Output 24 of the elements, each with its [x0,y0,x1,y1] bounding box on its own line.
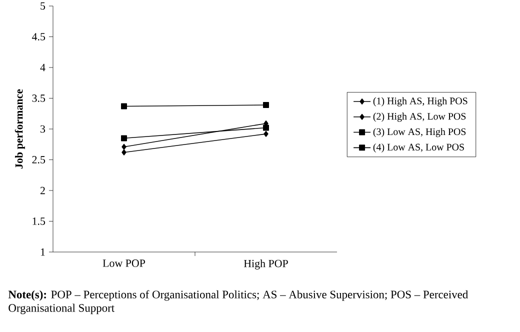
y-tick-label: 2.5 [32,156,46,164]
point [122,144,126,150]
y-tick-label: 1.5 [32,218,46,225]
y-tick-label: 4.5 [32,33,46,40]
y-axis-title: Job performance [14,89,25,169]
point [121,135,127,142]
x-tick-label: High POP [244,260,288,270]
y-tick-label: 1 [40,248,45,256]
y-tick-label: 5 [40,2,46,10]
legend-label: (4) Low AS, Low POS [373,143,464,153]
y-tick-label: 3.5 [32,94,46,102]
legend-label: (2) High AS, Low POS [373,112,466,122]
point [122,149,126,156]
y-tick-label: 4 [40,64,46,72]
point [263,102,269,108]
point [264,130,268,137]
y-tick-label: 3 [40,125,46,133]
point [263,124,269,131]
text: Note(s): POP – Perceptions of Organisational Politics; AS – Abusive Supervision; POS – Perceived Organisational Support [8,290,468,314]
x-tick-label: Low POP [102,260,146,267]
point [121,103,127,110]
legend-label: (1) High AS, High POS [373,97,468,106]
legend-label: (3) Low AS, High POS [373,128,466,138]
y-tick-label: 2 [40,186,45,194]
